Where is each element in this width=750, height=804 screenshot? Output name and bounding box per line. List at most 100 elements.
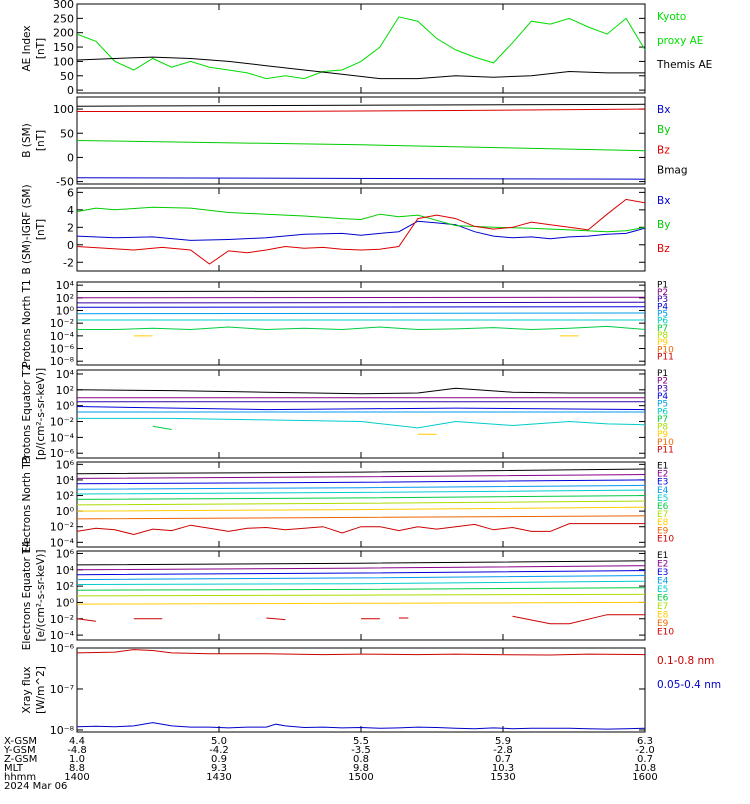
y-tick-label: 150 xyxy=(53,41,74,54)
x-row-value: 0.9 xyxy=(211,754,227,765)
series-line-e4 xyxy=(76,484,646,490)
series-line-bx xyxy=(76,220,646,241)
y-tick-label: 10⁻² xyxy=(50,317,74,330)
legend-entry: 0.05-0.4 nm xyxy=(657,679,721,691)
series-line-e3 xyxy=(76,570,646,576)
x-row-value: 5.9 xyxy=(495,736,511,747)
x-row-label: hhmm xyxy=(4,772,36,783)
x-row-value: 0.7 xyxy=(495,754,511,765)
y-tick-label: 10⁻⁴ xyxy=(50,431,75,444)
x-row-value: 10.3 xyxy=(492,763,514,774)
legend-entry: P4 xyxy=(657,302,668,312)
y-tick-label: 10⁰ xyxy=(56,400,75,413)
y-tick-label: 10⁻² xyxy=(50,416,74,429)
legend-entry: P3 xyxy=(657,295,668,305)
x-row-value: 5.0 xyxy=(211,736,227,747)
y-tick-label: 10⁴ xyxy=(56,474,75,487)
legend-entry: Themis AE xyxy=(656,59,712,71)
series-line-e1 xyxy=(76,560,646,566)
series-line-e6 xyxy=(76,587,646,591)
series-line-by xyxy=(76,140,646,152)
y-tick-label: 0 xyxy=(67,151,74,164)
x-row-label: Z-GSM xyxy=(4,754,37,765)
series-line-bz xyxy=(76,198,646,265)
legend-entry: P5 xyxy=(657,400,668,410)
x-row-value: 1600 xyxy=(632,772,657,783)
y-axis-unit: [nT] xyxy=(35,130,47,151)
y-tick-label: 10⁻⁴ xyxy=(50,536,75,549)
y-tick-label: 100 xyxy=(53,55,74,68)
panel-frame xyxy=(76,3,646,94)
legend-entry: P8 xyxy=(657,331,668,341)
legend-entry: P7 xyxy=(657,415,668,425)
x-row-value: 1.0 xyxy=(69,754,85,765)
y-tick-label: 100 xyxy=(53,103,74,116)
series-line-e10c xyxy=(266,617,286,621)
y-tick-label: 2 xyxy=(67,221,74,234)
legend-entry: P3 xyxy=(657,384,668,394)
legend-entry: E9 xyxy=(657,526,669,536)
legend-entry: E3 xyxy=(657,478,668,488)
series-line-e8 xyxy=(76,506,646,512)
legend-entry: P1 xyxy=(657,369,668,379)
series-line-e9 xyxy=(76,515,646,520)
y-tick-label: 10⁻⁶ xyxy=(50,343,75,356)
legend-entry: P6 xyxy=(657,317,668,327)
legend-entry: By xyxy=(657,124,670,136)
y-tick-label: 10⁰ xyxy=(56,505,75,518)
series-line-e2 xyxy=(76,474,646,479)
series-line-bmag xyxy=(76,103,646,107)
legend-entry: By xyxy=(657,219,670,231)
legend-entry: P11 xyxy=(657,353,674,363)
series-line-0-05-0-4-nm xyxy=(76,722,646,730)
x-row-value: 10.8 xyxy=(634,763,656,774)
panel-frame xyxy=(76,281,646,366)
x-row-value: 5.5 xyxy=(353,736,369,747)
x-row-value: 1400 xyxy=(64,772,89,783)
y-tick-label: -50 xyxy=(56,176,74,189)
y-tick-label: 10² xyxy=(56,490,74,503)
y-axis-unit: [nT] xyxy=(35,219,47,240)
x-row-value: -4.8 xyxy=(67,745,87,756)
y-tick-label: 10⁻⁶ xyxy=(50,447,75,460)
x-row-value: -4.2 xyxy=(209,745,229,756)
series-line-themis-ae xyxy=(76,56,645,80)
legend-entry: E4 xyxy=(657,486,669,496)
series-line-p5 xyxy=(76,312,646,315)
y-tick-label: 10² xyxy=(56,580,74,593)
series-line-p6 xyxy=(77,417,646,429)
series-line-bz xyxy=(77,108,646,112)
y-axis-label: Protons Equator T2 xyxy=(21,364,33,464)
x-row-label: X-GSM xyxy=(4,736,37,747)
legend-entry: 0.1-0.8 nm xyxy=(657,655,714,667)
legend-entry: Bz xyxy=(657,243,670,255)
series-line-0-1-0-8-nm xyxy=(76,649,646,656)
y-axis-unit: [e/(cm²-s-sr-keV)] xyxy=(35,550,47,642)
legend-entry: P9 xyxy=(657,430,668,440)
x-row-value: 9.8 xyxy=(353,763,369,774)
y-axis-unit: [p/(cm²-s-sr-keV)] xyxy=(35,368,47,460)
series-line-p2 xyxy=(76,296,646,299)
series-line-p4 xyxy=(76,306,646,308)
legend-entry: P6 xyxy=(657,407,668,417)
x-row-value: 0.7 xyxy=(637,754,653,765)
y-axis-label: Protons North T1 xyxy=(21,279,33,367)
legend-entry: P2 xyxy=(657,288,668,298)
y-tick-label: 10⁻⁶ xyxy=(50,642,75,655)
x-row-value: -2.0 xyxy=(635,745,655,756)
legend-entry: E8 xyxy=(657,518,669,528)
legend-entry: Bmag xyxy=(657,165,688,177)
series-line-p4 xyxy=(76,406,646,411)
series-line-e7 xyxy=(76,500,646,506)
series-line-p7 xyxy=(77,325,646,331)
series-line-p1 xyxy=(76,290,646,292)
y-tick-label: 10² xyxy=(56,384,74,397)
x-row-value: 8.8 xyxy=(69,763,85,774)
legend-entry: E5 xyxy=(657,585,668,595)
series-line-e8 xyxy=(76,601,646,605)
legend-entry: P11 xyxy=(657,445,674,455)
y-tick-label: -2 xyxy=(63,256,74,269)
legend-entry: P9 xyxy=(657,338,668,348)
y-tick-label: 10⁴ xyxy=(56,368,75,381)
